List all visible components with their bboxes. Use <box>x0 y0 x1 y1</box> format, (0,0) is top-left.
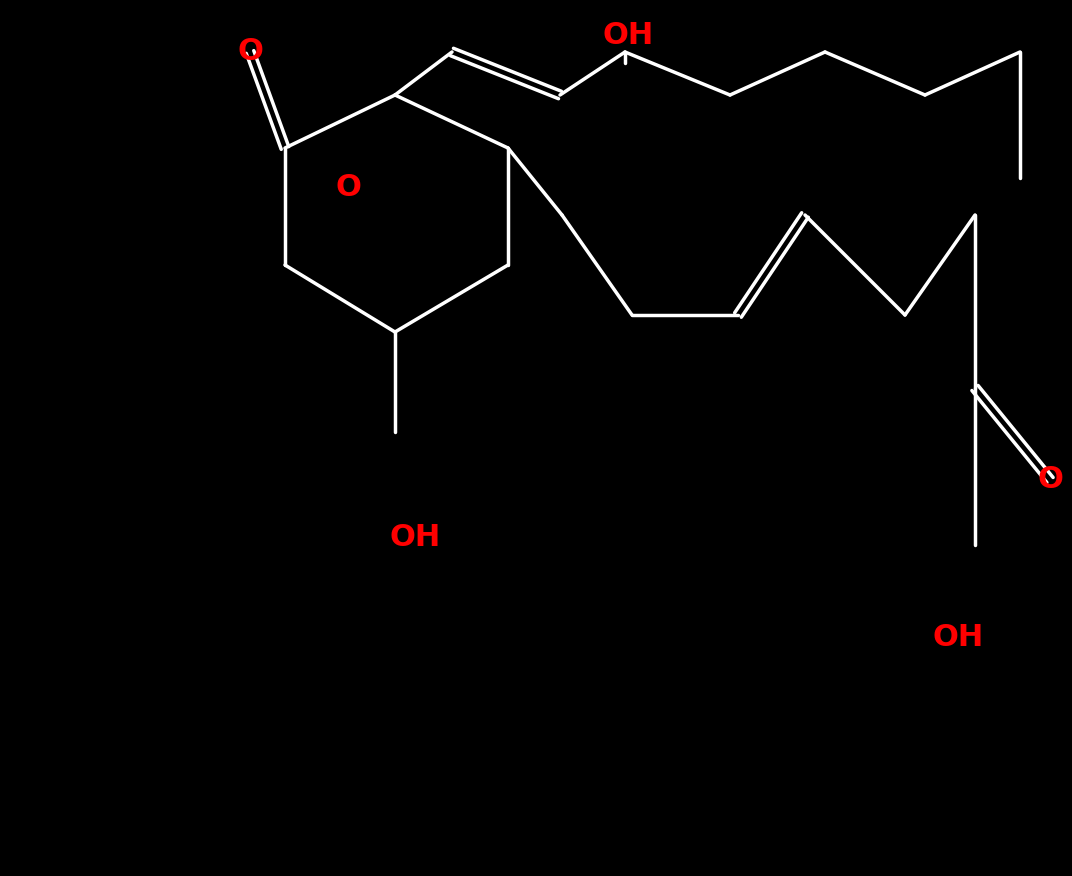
Text: O: O <box>336 173 361 202</box>
Text: OH: OH <box>933 624 984 653</box>
Text: O: O <box>237 38 263 67</box>
Text: OH: OH <box>602 20 654 50</box>
Text: O: O <box>1037 465 1063 494</box>
Text: OH: OH <box>389 524 441 553</box>
